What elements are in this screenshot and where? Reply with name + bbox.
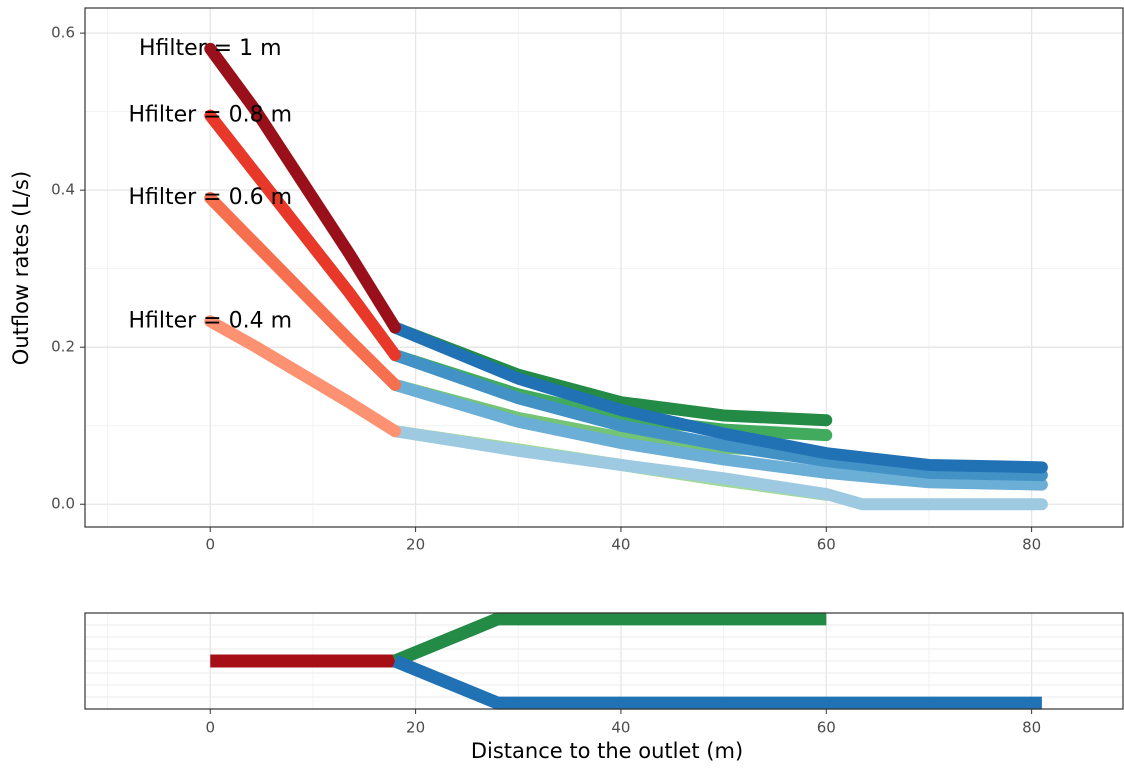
series-line xyxy=(204,192,402,391)
x-tick-label: 60 xyxy=(817,536,836,554)
series-line xyxy=(392,654,1042,710)
series-line xyxy=(204,315,402,438)
x-tick-label: 80 xyxy=(1022,536,1041,554)
y-tick-label: 0.4 xyxy=(51,181,75,199)
y-tick-label: 0.2 xyxy=(51,338,75,356)
series-line xyxy=(204,109,402,362)
x-tick-label: 40 xyxy=(611,719,630,737)
series-line xyxy=(389,378,1048,491)
x-tick-label: 20 xyxy=(406,719,425,737)
x-tick-label: 20 xyxy=(406,536,425,554)
x-axis-title: Distance to the outlet (m) xyxy=(471,739,743,763)
plot-border xyxy=(84,7,1124,528)
series-label: Hfilter = 0.4 m xyxy=(128,308,292,333)
series-line xyxy=(389,425,1048,511)
x-tick-label: 40 xyxy=(611,536,630,554)
series-line xyxy=(389,321,1048,474)
plot-border xyxy=(84,612,1124,710)
x-tick-label: 60 xyxy=(817,719,836,737)
x-tick-label: 80 xyxy=(1022,719,1041,737)
series-line xyxy=(204,42,402,334)
y-axis-title: Outflow rates (L/s) xyxy=(9,171,33,365)
series-line xyxy=(392,612,827,668)
series-label: Hfilter = 1 m xyxy=(139,36,282,61)
x-tick-label: 0 xyxy=(205,536,215,554)
series-label: Hfilter = 0.6 m xyxy=(128,185,292,210)
y-tick-label: 0.0 xyxy=(51,495,75,513)
x-tick-label: 0 xyxy=(205,719,215,737)
series-line xyxy=(389,349,1048,482)
y-tick-label: 0.6 xyxy=(51,24,75,42)
series-label: Hfilter = 0.8 m xyxy=(128,103,292,128)
